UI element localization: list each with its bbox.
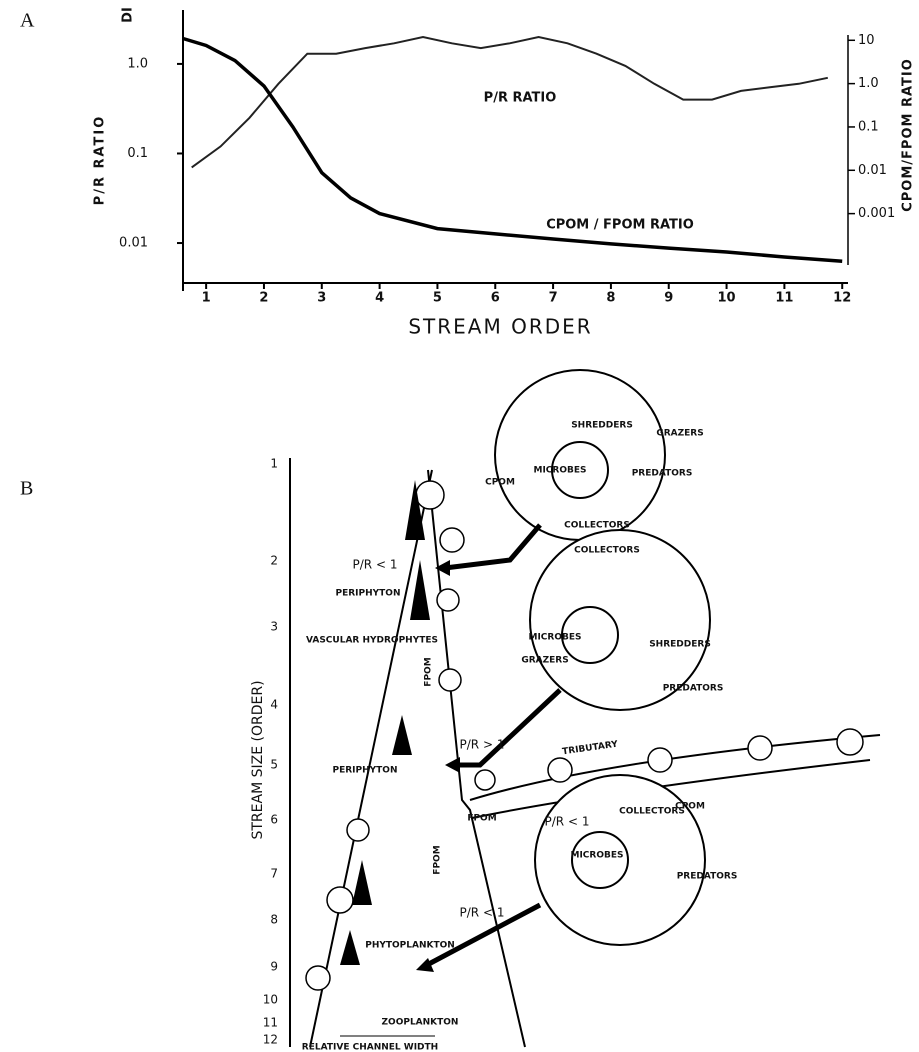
conifers <box>340 480 430 965</box>
width-label: RELATIVE CHANNEL WIDTH <box>302 1043 438 1052</box>
microbe-circle <box>561 606 619 664</box>
x-axis-title: STREAM ORDER <box>408 315 592 339</box>
diagram-label: P/R > 1 <box>460 738 505 752</box>
x-tick-label: 6 <box>491 291 500 306</box>
x-tick-label: 4 <box>375 291 384 306</box>
y-tick-label: 0.1 <box>127 146 148 161</box>
trophic-group: COLLECTORS <box>574 546 640 556</box>
community-circle <box>529 529 711 711</box>
microbe-circle <box>571 831 629 889</box>
diagram-label: FPOM <box>467 814 496 824</box>
x-tick-label: 10 <box>718 291 736 306</box>
order-label: 1 <box>270 457 278 471</box>
diagram-label: CPOM <box>485 478 515 488</box>
x-tick-label: 3 <box>317 291 326 306</box>
trophic-group: SHREDDERS <box>571 421 633 431</box>
order-label: 9 <box>270 960 278 974</box>
y2-tick-label: 10 <box>858 33 875 48</box>
diagram-label: FPOM <box>433 845 443 874</box>
microbe-circle <box>551 441 609 499</box>
trophic-group: PREDATORS <box>677 872 738 882</box>
x-tick-label: 1 <box>202 291 211 306</box>
trophic-group: COLLECTORS <box>619 807 685 817</box>
order-label: 3 <box>270 620 278 634</box>
left-bank <box>309 469 433 1048</box>
trophic-group: GRAZERS <box>656 429 703 439</box>
order-label: 7 <box>270 867 278 881</box>
y2-axis-title: CPOM/FPOM RATIO <box>901 58 916 212</box>
order-label: 4 <box>270 698 278 712</box>
order-label: 6 <box>270 813 278 827</box>
trophic-group: PREDATORS <box>663 684 724 694</box>
diagram-label: CPOM <box>675 802 705 812</box>
diagram-label: PHYTOPLANKTON <box>365 941 455 951</box>
trophic-group: MICROBES <box>534 466 587 476</box>
community-circle <box>494 369 666 541</box>
community-circle <box>534 774 706 946</box>
order-label: 8 <box>270 913 278 927</box>
x-tick-label: 5 <box>433 291 442 306</box>
trees <box>305 480 864 991</box>
trophic-group: COLLECTORS <box>564 521 630 531</box>
trophic-group: GRAZERS <box>521 656 568 666</box>
x-tick-label: 8 <box>606 291 615 306</box>
order-label: 2 <box>270 554 278 568</box>
diagram-label: P/R < 1 <box>545 815 590 829</box>
x-tick-label: 2 <box>259 291 268 306</box>
diagram-label: VASCULAR HYDROPHYTES <box>306 636 438 646</box>
y-axis-title: P/R RATIO <box>93 115 108 206</box>
y2-tick-label: 0.01 <box>858 163 887 178</box>
diagram-label: ZOOPLANKTON <box>382 1018 459 1028</box>
trophic-group: MICROBES <box>571 851 624 861</box>
x-tick-label: 7 <box>549 291 558 306</box>
diagram-label: FPOM <box>424 657 434 686</box>
panel-label: B <box>20 478 33 500</box>
order-label: 12 <box>263 1033 278 1047</box>
order-label: 11 <box>263 1016 278 1030</box>
diagram-label: PERIPHYTON <box>336 589 401 599</box>
diagram-label: P/R < 1 <box>460 906 505 920</box>
trophic-group: SHREDDERS <box>649 640 711 650</box>
axis-title: STREAM SIZE (ORDER) <box>250 680 266 839</box>
order-label: 10 <box>263 993 278 1007</box>
series-line <box>182 36 843 263</box>
diagram-label: PERIPHYTON <box>333 766 398 776</box>
panel-label: A <box>20 10 35 32</box>
arrows <box>423 523 562 969</box>
x-tick-label: 12 <box>833 291 851 306</box>
y2-tick-label: 1.0 <box>858 76 879 91</box>
arrowheads <box>416 560 460 972</box>
trophic-group: MICROBES <box>529 633 582 643</box>
y-tick-label: 0.01 <box>119 236 148 251</box>
annotation: CPOM / FPOM RATIO <box>546 218 694 233</box>
diagram-label: TRIBUTARY <box>562 740 619 758</box>
annotation: DI <box>121 7 136 23</box>
order-label: 5 <box>270 758 278 772</box>
y2-tick-label: 0.1 <box>858 119 879 134</box>
x-tick-label: 11 <box>775 291 793 306</box>
trophic-group: PREDATORS <box>632 469 693 479</box>
y-tick-label: 1.0 <box>127 56 148 71</box>
annotation: P/R RATIO <box>484 91 557 106</box>
series-line <box>191 35 829 169</box>
diagram-label: P/R < 1 <box>353 558 398 572</box>
y2-tick-label: 0.001 <box>858 206 895 221</box>
x-tick-label: 9 <box>664 291 673 306</box>
